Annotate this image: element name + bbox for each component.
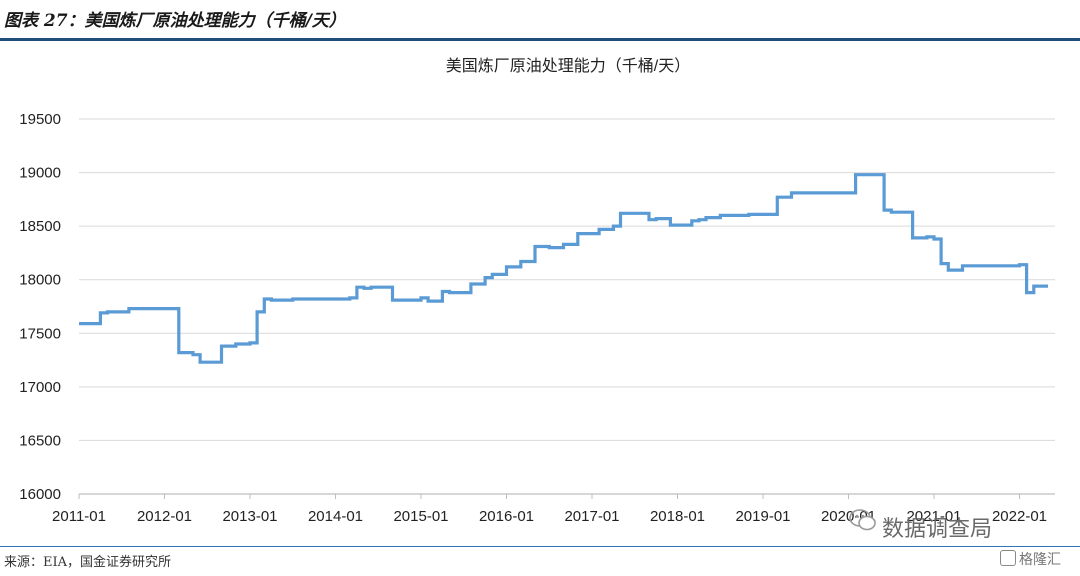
series-group bbox=[79, 173, 1048, 364]
x-axis: 2011-01 2012-01 2013-01 2014-01 2015-01 2016-… bbox=[52, 493, 1055, 525]
footer-rule bbox=[0, 546, 1080, 547]
x-tick-label: 2015-01 bbox=[393, 508, 448, 525]
y-tick-label: 18500 bbox=[19, 218, 61, 235]
y-tick-label: 16000 bbox=[19, 486, 61, 503]
x-tick-label: 2014-01 bbox=[308, 508, 363, 525]
y-tick-label: 19500 bbox=[19, 111, 61, 128]
x-tick-label: 2021-01 bbox=[906, 508, 961, 525]
x-tick-label: 2012-01 bbox=[137, 508, 192, 525]
y-tick-label: 17500 bbox=[19, 325, 61, 342]
figure-title: 图表 27：美国炼厂原油处理能力（千桶/天） bbox=[4, 11, 346, 31]
x-tick-label: 2013-01 bbox=[222, 508, 277, 525]
wechat-icon bbox=[849, 509, 876, 531]
source-note: 来源：EIA，国金证券研究所 bbox=[4, 555, 172, 570]
badge-icon bbox=[1000, 550, 1016, 566]
x-tick-label: 2019-01 bbox=[735, 508, 790, 525]
x-tick-label: 2016-01 bbox=[479, 508, 534, 525]
watermark-text: 数据调查局 bbox=[882, 517, 993, 542]
y-tick-label: 18000 bbox=[19, 272, 61, 289]
watermark-badge-text: 格隆汇 bbox=[1019, 552, 1061, 568]
chart-title: 美国炼厂原油处理能力（千桶/天） bbox=[446, 57, 690, 75]
x-tick-label: 2018-01 bbox=[650, 508, 705, 525]
x-tick-label: 2017-01 bbox=[564, 508, 619, 525]
x-tick-label: 2011-01 bbox=[52, 508, 106, 525]
chart-svg: 美国炼厂原油处理能力（千桶/天） 16000 16500 17000 17500 180… bbox=[19, 57, 1055, 525]
y-tick-label: 16500 bbox=[19, 432, 61, 449]
watermark-badge: 格隆汇 bbox=[1000, 549, 1061, 569]
y-tick-label: 19000 bbox=[19, 165, 61, 182]
series-line bbox=[79, 173, 1048, 364]
x-tick-label: 2022-01 bbox=[992, 508, 1047, 525]
y-tick-label: 17000 bbox=[19, 379, 61, 396]
y-axis-tick-labels: 16000 16500 17000 17500 18000 18500 19000 19500 bbox=[19, 111, 61, 503]
grid-lines bbox=[79, 118, 1055, 441]
chart-area: 美国炼厂原油处理能力（千桶/天） 16000 16500 17000 17500 180… bbox=[0, 41, 1080, 546]
header-rule bbox=[0, 38, 1080, 41]
figure-header: 图表 27：美国炼厂原油处理能力（千桶/天） bbox=[0, 0, 1080, 41]
